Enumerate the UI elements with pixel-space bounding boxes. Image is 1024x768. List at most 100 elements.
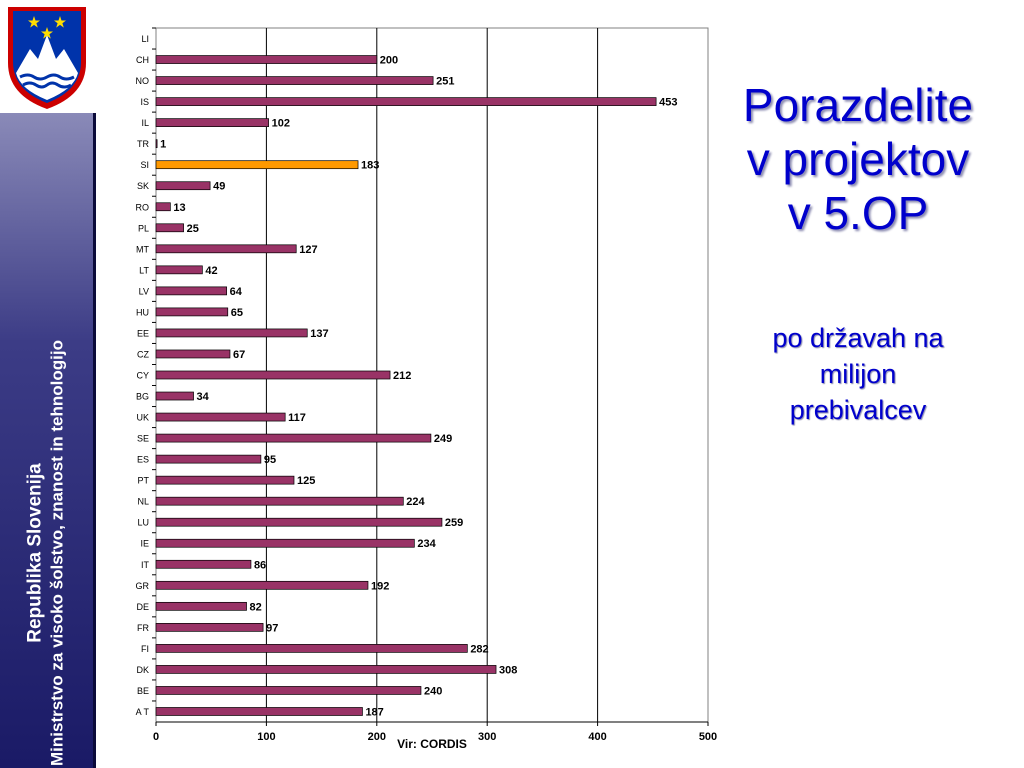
value-label: 86 bbox=[254, 559, 266, 571]
bar bbox=[155, 370, 391, 380]
x-tick-label: 500 bbox=[699, 731, 717, 743]
bar bbox=[155, 496, 404, 506]
value-label: 95 bbox=[264, 454, 276, 466]
bar bbox=[155, 202, 171, 212]
x-tick-label: 200 bbox=[368, 731, 386, 743]
bar bbox=[155, 686, 422, 695]
value-label: 25 bbox=[187, 223, 199, 235]
category-label: NO bbox=[136, 76, 150, 86]
value-label: 34 bbox=[197, 391, 210, 403]
bar bbox=[155, 76, 434, 85]
value-label: 259 bbox=[445, 517, 463, 529]
bar bbox=[155, 580, 369, 590]
value-label: 212 bbox=[393, 370, 411, 382]
value-label: 125 bbox=[297, 475, 315, 487]
value-label: 308 bbox=[499, 664, 517, 676]
category-label: UK bbox=[136, 413, 149, 423]
bar bbox=[155, 160, 359, 170]
bar bbox=[155, 244, 297, 254]
value-label: 187 bbox=[365, 706, 383, 718]
subtitle-line: milijon bbox=[819, 359, 897, 389]
sidebar-republic-label: Republika Slovenija bbox=[24, 463, 46, 643]
value-label: 82 bbox=[250, 601, 262, 613]
category-label: BE bbox=[137, 686, 149, 696]
title-line: v 5.OP bbox=[787, 187, 929, 239]
category-label: CZ bbox=[137, 349, 149, 359]
bar bbox=[155, 601, 247, 611]
bar bbox=[155, 623, 264, 632]
value-label: 13 bbox=[173, 202, 185, 214]
category-label: SE bbox=[137, 434, 149, 444]
bar bbox=[155, 265, 203, 275]
value-label: 65 bbox=[231, 307, 243, 319]
category-label: SI bbox=[140, 160, 149, 170]
bar bbox=[155, 118, 269, 127]
x-tick-label: 400 bbox=[588, 731, 606, 743]
sidebar-band: Republika Slovenija Ministrstvo za visok… bbox=[0, 113, 96, 768]
category-label: PT bbox=[137, 476, 149, 486]
category-label: LU bbox=[137, 518, 149, 528]
category-label: GR bbox=[136, 581, 150, 591]
subtitle-line: po državah na bbox=[772, 323, 944, 353]
category-label: BG bbox=[136, 392, 149, 402]
category-label: LI bbox=[141, 34, 149, 44]
bar bbox=[155, 139, 158, 149]
category-label: PL bbox=[138, 223, 149, 233]
bar bbox=[155, 286, 228, 296]
sidebar-ministry-label: Ministrstvo za visoko šolstvo, znanost i… bbox=[47, 340, 67, 766]
value-label: 102 bbox=[272, 118, 290, 130]
bar bbox=[155, 454, 262, 464]
value-label: 127 bbox=[299, 244, 317, 256]
value-label: 183 bbox=[361, 160, 379, 172]
slide-subtitle: po državah na milijon prebivalcev bbox=[712, 320, 1004, 428]
value-label: 117 bbox=[288, 412, 306, 424]
bar bbox=[155, 307, 229, 317]
bar bbox=[155, 517, 443, 527]
title-line: Porazdelite bbox=[742, 79, 974, 131]
category-label: HU bbox=[136, 307, 149, 317]
value-label: 282 bbox=[470, 643, 488, 655]
bar bbox=[155, 433, 432, 443]
slide-title: Porazdelite v projektov v 5.OP bbox=[712, 78, 1004, 240]
sidebar-text: Republika Slovenija Ministrstvo za visok… bbox=[24, 340, 67, 766]
bar bbox=[155, 559, 252, 569]
value-label: 42 bbox=[205, 265, 217, 277]
category-label: NL bbox=[137, 497, 149, 507]
value-label: 251 bbox=[436, 76, 454, 88]
bar bbox=[155, 707, 363, 716]
category-label: LT bbox=[139, 265, 149, 275]
value-label: 67 bbox=[233, 349, 245, 361]
bar bbox=[155, 665, 497, 674]
bar bbox=[155, 223, 184, 233]
bar bbox=[155, 412, 286, 422]
category-label: LV bbox=[139, 286, 149, 296]
value-label: 234 bbox=[417, 538, 436, 550]
category-label: FI bbox=[141, 644, 149, 654]
category-label: CY bbox=[136, 371, 149, 381]
value-label: 224 bbox=[406, 496, 425, 508]
category-label: ES bbox=[137, 455, 149, 465]
category-label: IE bbox=[140, 539, 149, 549]
category-label: DE bbox=[136, 602, 149, 612]
category-label: DK bbox=[136, 665, 149, 675]
value-label: 49 bbox=[213, 181, 225, 193]
value-label: 97 bbox=[266, 622, 278, 634]
category-label: EE bbox=[137, 328, 149, 338]
category-label: CH bbox=[136, 55, 149, 65]
category-label: IL bbox=[141, 118, 149, 128]
category-label: TR bbox=[137, 139, 149, 149]
value-label: 453 bbox=[659, 97, 677, 109]
title-line: v projektov bbox=[746, 133, 970, 185]
value-label: 240 bbox=[424, 685, 442, 697]
x-tick-label: 100 bbox=[257, 731, 275, 743]
bar bbox=[155, 181, 211, 191]
category-label: IS bbox=[140, 97, 149, 107]
bar bbox=[155, 538, 415, 548]
subtitle-line: prebivalcev bbox=[789, 395, 927, 425]
value-label: 249 bbox=[434, 433, 452, 445]
bar bbox=[155, 55, 378, 64]
coat-of-arms-icon bbox=[8, 7, 86, 109]
category-label: RO bbox=[136, 202, 150, 212]
bar bbox=[155, 328, 308, 338]
bar bbox=[155, 475, 295, 485]
